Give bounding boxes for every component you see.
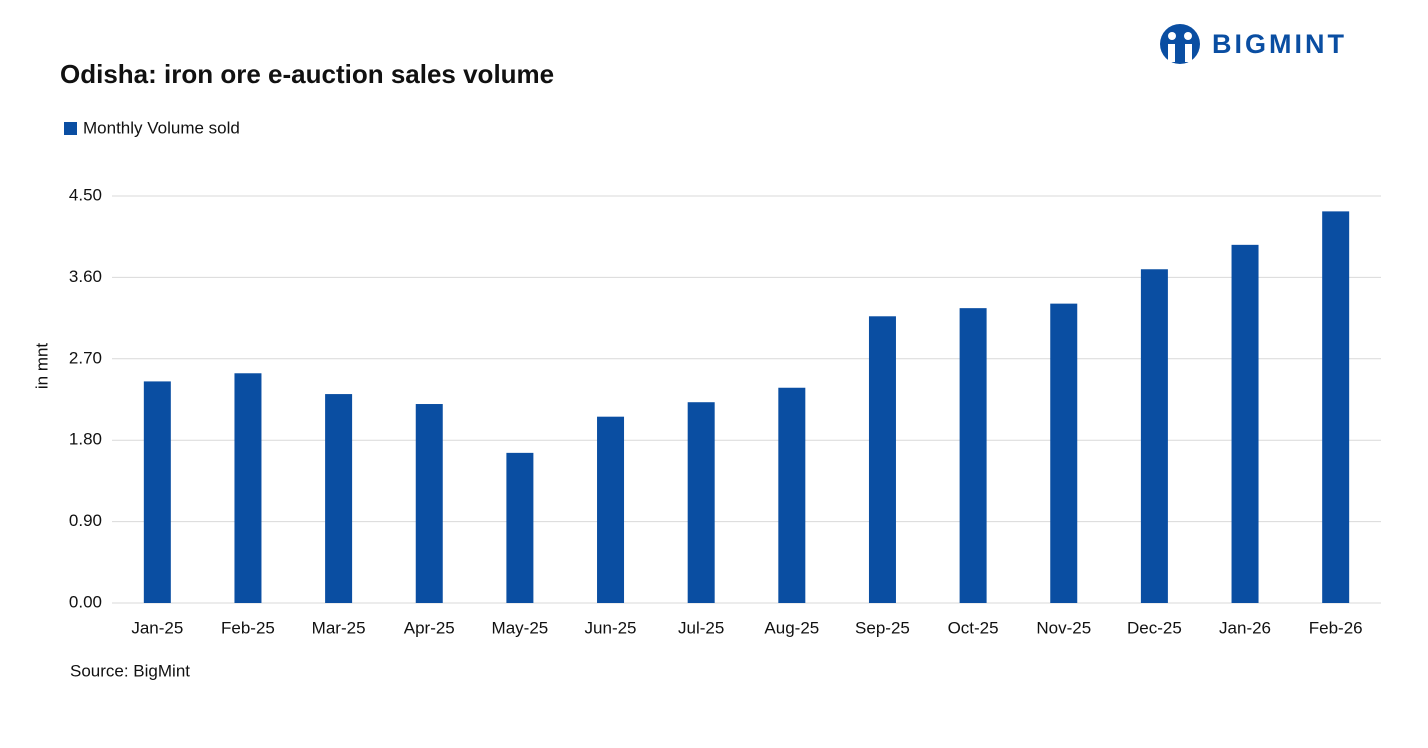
logo: BIGMINT — [1160, 24, 1347, 64]
legend-label: Monthly Volume sold — [83, 118, 240, 137]
y-tick-label: 1.80 — [69, 430, 102, 449]
x-tick-label: Oct-25 — [948, 618, 999, 637]
legend-swatch — [64, 122, 77, 135]
x-tick-label: Aug-25 — [764, 618, 819, 637]
x-tick-label: Feb-26 — [1309, 618, 1363, 637]
y-tick-label: 3.60 — [69, 267, 102, 286]
bar — [868, 316, 896, 603]
y-tick-label: 0.90 — [69, 511, 102, 530]
x-tick-label: Jun-25 — [585, 618, 637, 637]
y-tick-label: 4.50 — [69, 185, 102, 204]
bar — [959, 308, 987, 603]
bar — [1231, 244, 1259, 603]
bar — [687, 402, 715, 603]
bar — [1050, 303, 1078, 603]
logo-icon-dot — [1184, 32, 1192, 40]
logo-icon-dot — [1168, 32, 1176, 40]
bar — [234, 373, 262, 603]
x-tick-label: Sep-25 — [855, 618, 910, 637]
x-tick-label: Nov-25 — [1036, 618, 1091, 637]
y-axis-label: in mnt — [32, 343, 51, 390]
x-tick-label: Mar-25 — [312, 618, 366, 637]
y-tick-label: 2.70 — [69, 348, 102, 367]
bar — [597, 416, 625, 603]
chart-title: Odisha: iron ore e-auction sales volume — [60, 59, 554, 89]
x-tick-label: Jul-25 — [678, 618, 724, 637]
x-tick-label: May-25 — [492, 618, 549, 637]
bar — [1322, 211, 1350, 603]
bar — [143, 381, 171, 603]
bar — [415, 404, 443, 603]
bar — [325, 394, 353, 603]
logo-text: BIGMINT — [1212, 29, 1347, 59]
x-tick-label: Apr-25 — [404, 618, 455, 637]
logo-icon-figure — [1168, 44, 1192, 62]
x-tick-label: Feb-25 — [221, 618, 275, 637]
x-tick-label: Jan-25 — [131, 618, 183, 637]
x-tick-label: Jan-26 — [1219, 618, 1271, 637]
bar — [778, 387, 806, 603]
x-tick-label: Dec-25 — [1127, 618, 1182, 637]
source: Source: BigMint — [70, 661, 190, 680]
logo-icon — [1160, 24, 1200, 64]
bar — [1140, 269, 1168, 603]
bar — [506, 452, 534, 603]
y-tick-label: 0.00 — [69, 592, 102, 611]
